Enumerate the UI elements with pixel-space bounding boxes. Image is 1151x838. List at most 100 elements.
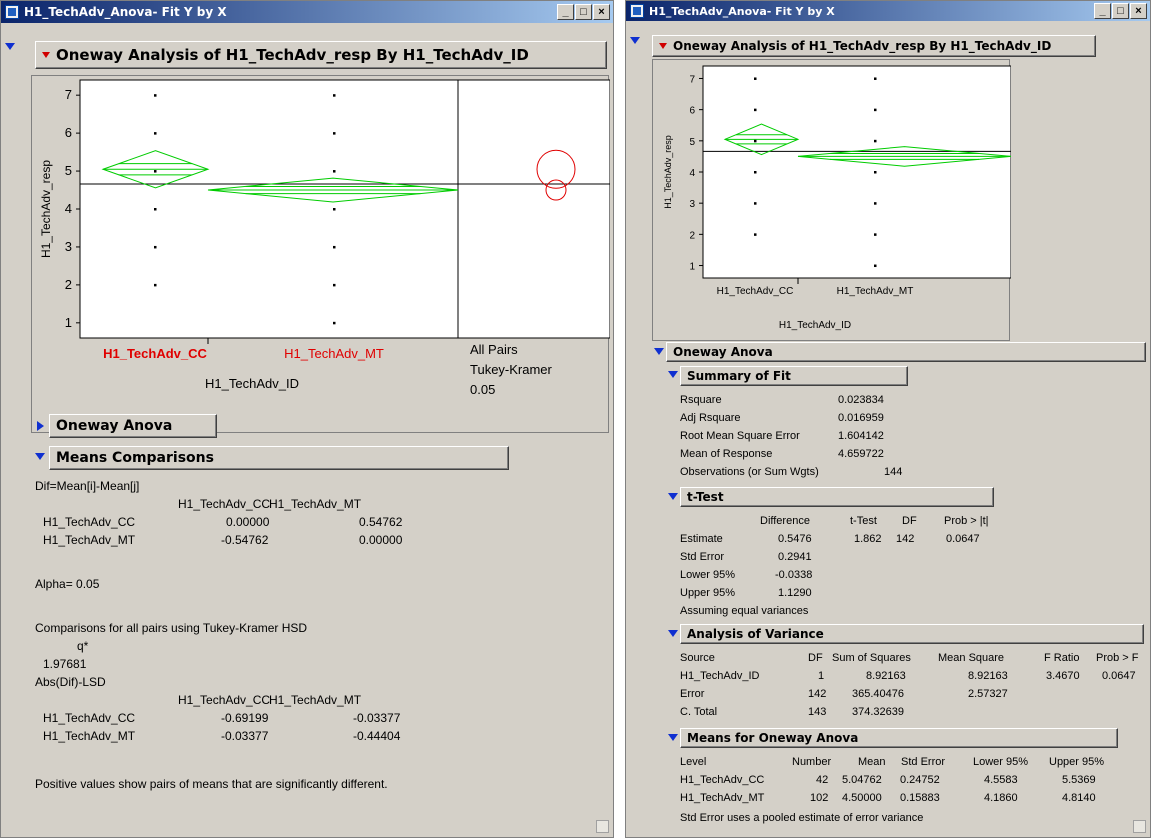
y-tick-label: 7 bbox=[65, 87, 72, 102]
y-axis-label: H1_TechAdv_resp bbox=[39, 160, 53, 258]
disclosure-open-icon[interactable] bbox=[630, 37, 640, 44]
maximize-button[interactable]: □ bbox=[575, 4, 592, 20]
y-tick-label: 2 bbox=[689, 230, 695, 241]
oneway-analysis-title: Oneway Analysis of H1_TechAdv_resp By H1… bbox=[56, 46, 529, 64]
left-title-bar[interactable]: H1_TechAdv_Anova- Fit Y by X _ □ × bbox=[1, 1, 613, 23]
t-test-header[interactable]: t-Test bbox=[680, 487, 994, 507]
right-oneway-plot: 7654321H1_TechAdv_respH1_TechAdv_CC H1_Te… bbox=[653, 60, 1011, 342]
t-row-label: Estimate bbox=[680, 533, 723, 545]
anova-cell: 3.4670 bbox=[1046, 670, 1080, 682]
oneway-anova-header[interactable]: Oneway Anova bbox=[666, 342, 1146, 362]
data-point bbox=[754, 233, 757, 236]
means-cell: 102 bbox=[810, 792, 828, 804]
x-category-label: H1_TechAdv_MT bbox=[837, 286, 914, 297]
q-value: 1.97681 bbox=[43, 657, 86, 671]
x-axis-label: H1_TechAdv_ID bbox=[205, 376, 299, 391]
disclosure-open-icon[interactable] bbox=[668, 630, 678, 637]
anova-cell: 142 bbox=[808, 688, 826, 700]
oneway-analysis-header[interactable]: Oneway Analysis of H1_TechAdv_resp By H1… bbox=[35, 41, 607, 69]
t-cell: 0.2941 bbox=[778, 551, 812, 563]
oneway-anova-button[interactable]: Oneway Anova bbox=[49, 414, 217, 438]
dif-row-label: H1_TechAdv_CC bbox=[43, 515, 135, 529]
fit-key: Rsquare bbox=[680, 394, 722, 406]
means-header[interactable]: Means for Oneway Anova bbox=[680, 728, 1118, 748]
means-cell: 4.5583 bbox=[984, 774, 1018, 786]
anova-col-header: F Ratio bbox=[1044, 652, 1079, 664]
data-point bbox=[154, 170, 157, 173]
data-point bbox=[154, 94, 157, 97]
comparison-circles-area bbox=[458, 80, 610, 338]
oneway-anova-label: Oneway Anova bbox=[673, 345, 773, 359]
means-cell: 0.24752 bbox=[900, 774, 940, 786]
data-point bbox=[874, 109, 877, 112]
data-point bbox=[333, 208, 336, 211]
data-point bbox=[154, 132, 157, 135]
y-tick-label: 4 bbox=[65, 201, 72, 216]
comparisons-text: Comparisons for all pairs using Tukey-Kr… bbox=[35, 621, 307, 635]
anova-col-header: Mean Square bbox=[938, 652, 1004, 664]
data-point bbox=[333, 284, 336, 287]
anova-cell: 143 bbox=[808, 706, 826, 718]
data-point bbox=[154, 284, 157, 287]
anova-cell: 365.40476 bbox=[852, 688, 904, 700]
dif-cell: -0.54762 bbox=[221, 533, 268, 547]
t-col-header: DF bbox=[902, 515, 917, 527]
anova-header[interactable]: Analysis of Variance bbox=[680, 624, 1144, 644]
anova-cell: 8.92163 bbox=[866, 670, 906, 682]
t-col-header: Difference bbox=[760, 515, 810, 527]
red-triangle-menu-icon[interactable] bbox=[659, 43, 667, 49]
disclosure-open-icon[interactable] bbox=[5, 43, 15, 50]
left-window: H1_TechAdv_Anova- Fit Y by X _ □ × Onewa… bbox=[0, 0, 614, 838]
x-category-label: H1_TechAdv_CC bbox=[717, 286, 794, 297]
disclosure-open-icon[interactable] bbox=[654, 348, 664, 355]
plot-area bbox=[703, 66, 1011, 278]
t-col-header: t-Test bbox=[850, 515, 877, 527]
data-point bbox=[874, 233, 877, 236]
fit-value: 1.604142 bbox=[838, 430, 884, 442]
anova-col-header: Sum of Squares bbox=[832, 652, 911, 664]
window-title: H1_TechAdv_Anova- Fit Y by X bbox=[649, 5, 1094, 18]
data-point bbox=[333, 94, 336, 97]
minimize-button[interactable]: _ bbox=[1094, 3, 1111, 19]
close-button[interactable]: × bbox=[593, 4, 610, 20]
means-label: Means for Oneway Anova bbox=[687, 731, 858, 745]
x-category-label: H1_TechAdv_CC bbox=[103, 346, 207, 361]
t-cell: 1.1290 bbox=[778, 587, 812, 599]
data-point bbox=[333, 322, 336, 325]
dif-col-header-mt: H1_TechAdv_MT bbox=[269, 497, 361, 511]
dif-row-label: H1_TechAdv_MT bbox=[43, 533, 135, 547]
disclosure-open-icon[interactable] bbox=[668, 734, 678, 741]
right-window: H1_TechAdv_Anova- Fit Y by X _ □ × Onewa… bbox=[625, 0, 1151, 838]
disclosure-open-icon[interactable] bbox=[35, 453, 45, 460]
data-point bbox=[874, 265, 877, 268]
means-comparisons-button[interactable]: Means Comparisons bbox=[49, 446, 509, 470]
minimize-button[interactable]: _ bbox=[557, 4, 574, 20]
resize-grip-icon[interactable] bbox=[1133, 820, 1146, 833]
fit-key: Mean of Response bbox=[680, 448, 772, 460]
anova-label: Analysis of Variance bbox=[687, 627, 824, 641]
data-point bbox=[333, 132, 336, 135]
right-title-bar[interactable]: H1_TechAdv_Anova- Fit Y by X _ □ × bbox=[626, 1, 1150, 21]
disclosure-closed-icon[interactable] bbox=[37, 421, 44, 431]
means-col-header: Upper 95% bbox=[1049, 756, 1104, 768]
means-col-header: Std Error bbox=[901, 756, 945, 768]
comparison-label: Tukey-Kramer bbox=[470, 362, 553, 377]
resize-grip-icon[interactable] bbox=[596, 820, 609, 833]
means-col-header: Lower 95% bbox=[973, 756, 1028, 768]
x-category-label: H1_TechAdv_MT bbox=[284, 346, 384, 361]
dif-cell: 0.00000 bbox=[226, 515, 269, 529]
disclosure-open-icon[interactable] bbox=[668, 371, 678, 378]
maximize-button[interactable]: □ bbox=[1112, 3, 1129, 19]
q-label: q* bbox=[77, 639, 88, 653]
anova-cell: 374.32639 bbox=[852, 706, 904, 718]
oneway-analysis-header[interactable]: Oneway Analysis of H1_TechAdv_resp By H1… bbox=[652, 35, 1096, 57]
dif-cell: 0.54762 bbox=[359, 515, 402, 529]
app-icon bbox=[5, 5, 19, 19]
disclosure-open-icon[interactable] bbox=[668, 493, 678, 500]
close-button[interactable]: × bbox=[1130, 3, 1147, 19]
red-triangle-menu-icon[interactable] bbox=[42, 52, 50, 58]
anova-col-header: Source bbox=[680, 652, 715, 664]
abs-row-label: H1_TechAdv_CC bbox=[43, 711, 135, 725]
means-cell: H1_TechAdv_CC bbox=[680, 774, 764, 786]
summary-of-fit-header[interactable]: Summary of Fit bbox=[680, 366, 908, 386]
